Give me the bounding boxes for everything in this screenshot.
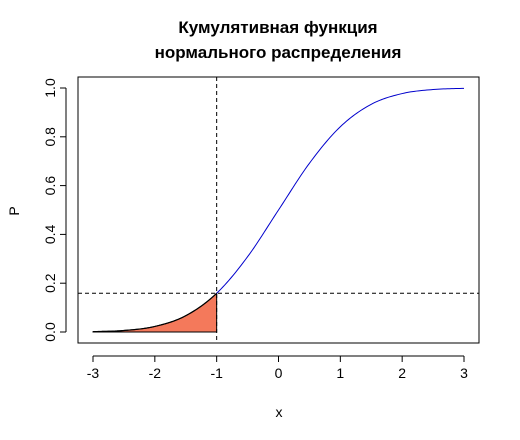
x-tick-label: -2 <box>149 365 162 381</box>
chart-title-line1: Кумулятивная функция <box>178 18 377 37</box>
cdf-line-shaded-part <box>92 292 218 333</box>
y-tick-label: 0.0 <box>42 322 58 342</box>
y-tick-label: 0.6 <box>42 176 58 196</box>
y-tick-label: 0.2 <box>42 273 58 293</box>
x-tick-label: 0 <box>275 365 283 381</box>
plot-area <box>65 77 479 357</box>
x-tick-label: -1 <box>210 365 223 381</box>
x-tick-label: -3 <box>87 365 100 381</box>
x-tick-label: 1 <box>336 365 344 381</box>
plot-frame <box>77 76 480 344</box>
x-axis-label: x <box>276 404 283 420</box>
y-tick-label: 0.8 <box>42 127 58 147</box>
x-tick-label: 2 <box>398 365 406 381</box>
y-axis-label: P <box>6 206 22 215</box>
y-tick-label: 1.0 <box>42 78 58 98</box>
chart-title-line2: нормального распределения <box>155 43 402 62</box>
cdf-line <box>216 87 465 294</box>
y-tick-label: 0.4 <box>42 224 58 244</box>
x-tick-label: 3 <box>460 365 468 381</box>
